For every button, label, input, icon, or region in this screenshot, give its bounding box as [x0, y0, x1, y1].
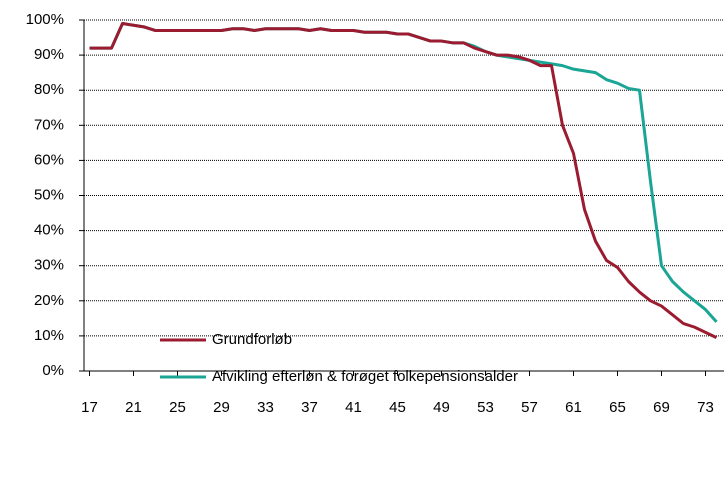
x-tick-label: 61	[565, 399, 582, 416]
x-tick-label: 33	[257, 399, 274, 416]
x-tick-label: 69	[653, 399, 670, 416]
x-tick-label: 65	[609, 399, 626, 416]
y-tick-label: 90%	[34, 46, 64, 63]
y-tick-label: 10%	[34, 327, 64, 344]
legend-label: Grundforløb	[212, 331, 292, 348]
x-tick-label: 21	[125, 399, 142, 416]
x-tick-label: 57	[521, 399, 538, 416]
data-line	[89, 22, 718, 340]
y-tick-label: 30%	[34, 257, 64, 274]
x-tick-label: 29	[213, 399, 230, 416]
y-tick-label: 70%	[34, 116, 64, 133]
x-tick-label: 45	[389, 399, 406, 416]
y-tick-label: 0%	[42, 362, 64, 379]
y-tick-label: 60%	[34, 151, 64, 168]
x-tick-label: 73	[697, 399, 714, 416]
x-tick-label: 53	[477, 399, 494, 416]
y-tick-label: 100%	[26, 11, 64, 28]
data-line	[89, 22, 718, 323]
y-tick-label: 20%	[34, 292, 64, 309]
y-tick-label: 50%	[34, 186, 64, 203]
x-tick-label: 25	[169, 399, 186, 416]
y-tick-label: 40%	[34, 222, 64, 239]
x-tick-label: 41	[345, 399, 362, 416]
legend-label: Afvikling efterløn & forøget folkepensio…	[212, 368, 518, 385]
y-tick-label: 80%	[34, 81, 64, 98]
x-tick-label: 49	[433, 399, 450, 416]
x-tick-label: 17	[81, 399, 98, 416]
x-tick-label: 37	[301, 399, 318, 416]
